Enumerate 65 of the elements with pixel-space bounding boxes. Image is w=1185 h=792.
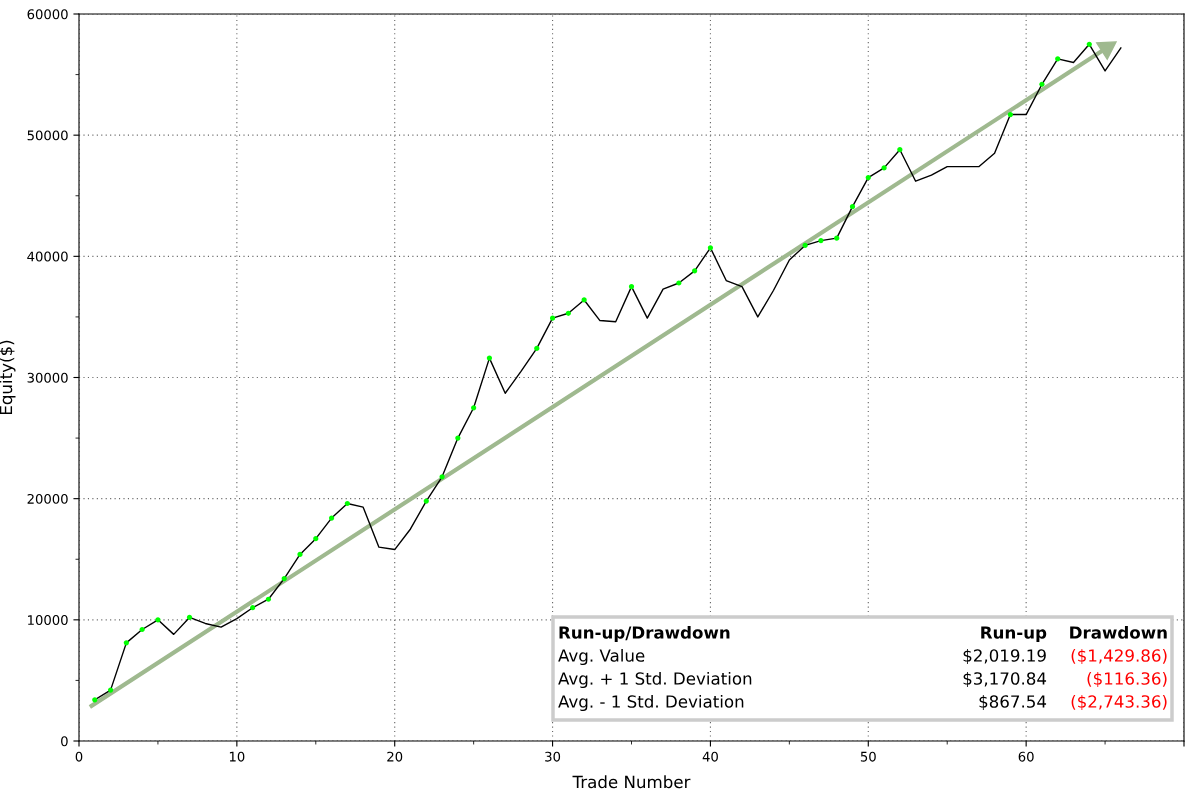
annotation: $3,170.84 bbox=[963, 671, 1047, 688]
y-tick-label: 50000 bbox=[27, 130, 68, 141]
point bbox=[313, 536, 319, 542]
point bbox=[802, 242, 808, 249]
annotation: Avg. + 1 Std. Deviation bbox=[558, 671, 752, 689]
annotation: ($116.36) bbox=[1087, 671, 1167, 688]
x-tick-label: 20 bbox=[387, 751, 403, 762]
annotation: Run-up/Drawdown bbox=[559, 625, 730, 643]
point bbox=[486, 355, 493, 361]
y-tick-label: 30000 bbox=[27, 372, 68, 383]
point bbox=[581, 297, 587, 303]
point bbox=[834, 235, 840, 241]
point bbox=[344, 500, 350, 507]
point bbox=[865, 174, 871, 181]
point bbox=[139, 626, 145, 633]
y-tick-label: 20000 bbox=[27, 493, 68, 504]
annotation: $867.54 bbox=[979, 694, 1047, 711]
point bbox=[897, 147, 903, 153]
point bbox=[676, 280, 682, 286]
point bbox=[265, 596, 272, 602]
point bbox=[1086, 41, 1092, 47]
x-axis-title: Trade Number bbox=[572, 775, 691, 789]
point bbox=[92, 697, 98, 703]
point bbox=[281, 576, 287, 582]
x-tick-label: 50 bbox=[860, 751, 876, 762]
y-tick-label: 0 bbox=[61, 736, 68, 747]
point bbox=[471, 405, 477, 411]
x-tick-label: 40 bbox=[702, 751, 718, 762]
point bbox=[455, 435, 461, 441]
point bbox=[423, 498, 429, 504]
point bbox=[549, 315, 556, 321]
annotation: $2,019.19 bbox=[963, 648, 1046, 665]
annotation: Run-up bbox=[981, 626, 1047, 643]
y-axis-title: Equity($) bbox=[0, 340, 16, 415]
annotation: Avg. Value bbox=[558, 648, 645, 666]
point bbox=[123, 640, 129, 646]
x-tick-label: 60 bbox=[1018, 751, 1034, 762]
point bbox=[692, 268, 698, 274]
annotation: ($2,743.36) bbox=[1071, 694, 1167, 711]
y-tick-label: 10000 bbox=[28, 615, 68, 626]
point bbox=[328, 515, 335, 521]
point bbox=[1039, 81, 1045, 87]
x-tick-label: 30 bbox=[545, 751, 561, 762]
point bbox=[534, 345, 540, 352]
annotation: Drawdown bbox=[1070, 625, 1167, 639]
annotation: Avg. - 1 Std. Deviation bbox=[558, 694, 744, 712]
point bbox=[881, 165, 887, 171]
point bbox=[107, 687, 114, 693]
point bbox=[439, 474, 445, 480]
y-tick-label: 60000 bbox=[27, 9, 68, 20]
x-tick-label: 0 bbox=[75, 751, 83, 762]
point bbox=[250, 605, 256, 611]
point bbox=[818, 237, 824, 244]
point bbox=[155, 617, 161, 623]
point bbox=[1007, 111, 1013, 118]
point bbox=[628, 284, 635, 290]
annotation: ($1,429.86) bbox=[1071, 648, 1167, 665]
point bbox=[186, 614, 193, 621]
point bbox=[297, 551, 303, 557]
point bbox=[565, 310, 571, 316]
point bbox=[1055, 56, 1061, 62]
x-tick-label: 10 bbox=[229, 751, 245, 762]
point bbox=[849, 204, 856, 210]
y-tick-label: 40000 bbox=[27, 251, 68, 262]
point bbox=[707, 245, 714, 251]
